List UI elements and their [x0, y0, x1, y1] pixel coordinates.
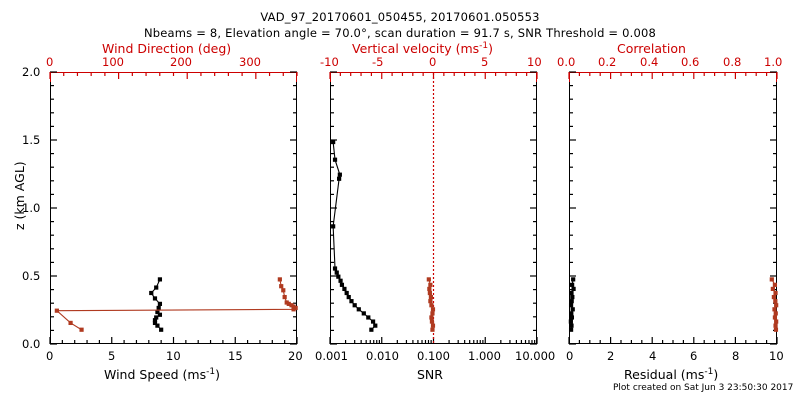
wind-speed-tick-3: 15: [228, 349, 243, 363]
residual-tick-5: 10: [769, 349, 784, 363]
wind-dir-tick-0: 0: [46, 55, 54, 69]
wind-speed-axis-title: Wind Speed (ms-1): [104, 367, 220, 383]
panel-residual-profile[interactable]: [569, 72, 777, 344]
plot-title: VAD_97_20170601_050455, 20170601.050553: [260, 10, 540, 24]
corr-tick-4: 0.8: [723, 55, 742, 69]
y-tick-label-2: 1.0: [22, 201, 41, 215]
y-tick-label-1: 0.5: [22, 269, 41, 283]
vv-tick-4: 10: [527, 55, 542, 69]
y-tick-label-4: 2.0: [22, 65, 41, 79]
wind-direction-axis-title: Wind Direction (deg): [102, 41, 232, 56]
snr-tick-4: 10.000: [515, 349, 556, 363]
vv-tick-3: 5: [481, 55, 489, 69]
corr-tick-3: 0.6: [681, 55, 700, 69]
vv-tick-2: 0: [429, 55, 437, 69]
y-tick-label-0: 0.0: [22, 337, 41, 351]
correlation-axis-title: Correlation: [617, 41, 686, 56]
wind-speed-tick-0: 0: [46, 349, 54, 363]
vv-tick-1: -5: [372, 55, 384, 69]
panel-wind-profile[interactable]: [50, 72, 297, 344]
corr-tick-1: 0.2: [598, 55, 617, 69]
wind-dir-tick-3: 300: [239, 55, 261, 69]
wind-dir-tick-1: 100: [102, 55, 124, 69]
plot-credit: Plot created on Sat Jun 3 23:50:30 2017: [613, 383, 794, 393]
snr-tick-0: 0.001: [315, 349, 348, 363]
residual-tick-4: 8: [732, 349, 740, 363]
wind-speed-tick-4: 20: [288, 349, 303, 363]
corr-tick-0: 0.0: [557, 55, 576, 69]
corr-tick-5: 1.0: [764, 55, 783, 69]
residual-tick-3: 6: [690, 349, 698, 363]
corr-tick-2: 0.4: [640, 55, 659, 69]
residual-tick-1: 2: [607, 349, 615, 363]
snr-axis-title: SNR: [417, 367, 443, 382]
snr-tick-1: 0.010: [366, 349, 399, 363]
y-tick-label-3: 1.5: [22, 133, 41, 147]
snr-tick-2: 0.100: [417, 349, 450, 363]
snr-tick-3: 1.000: [468, 349, 501, 363]
wind-speed-tick-1: 5: [108, 349, 116, 363]
vertical-velocity-axis-title: Vertical velocity (ms-1): [352, 41, 494, 57]
wind-dir-tick-2: 200: [170, 55, 192, 69]
residual-tick-2: 4: [649, 349, 657, 363]
vv-tick-0: -10: [320, 55, 339, 69]
plot-subtitle: Nbeams = 8, Elevation angle = 70.0°, sca…: [143, 26, 657, 40]
residual-axis-title: Residual (ms-1): [624, 367, 719, 383]
wind-speed-tick-2: 10: [166, 349, 181, 363]
residual-tick-0: 0: [566, 349, 574, 363]
